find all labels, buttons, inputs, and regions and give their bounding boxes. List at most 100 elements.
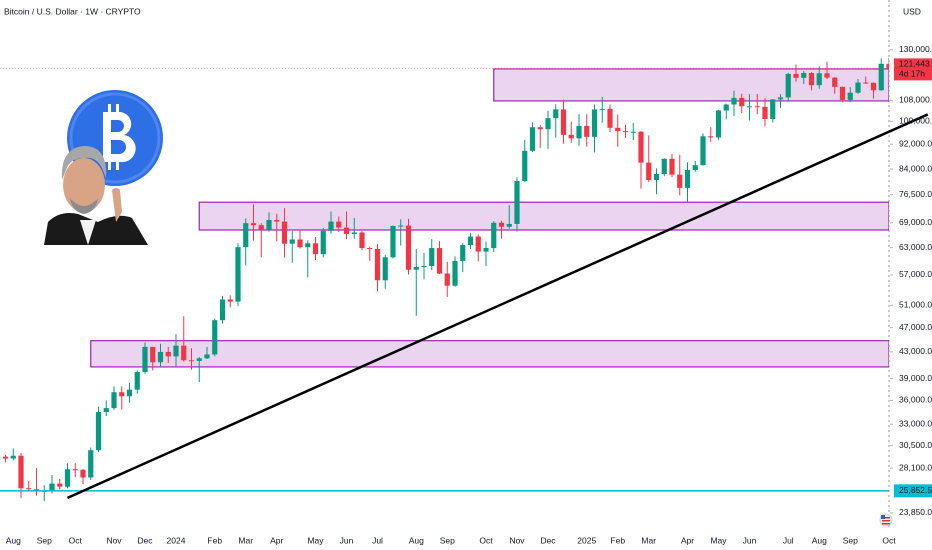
coin-symbol [116, 104, 119, 114]
candle-body [18, 455, 24, 489]
candle-body [514, 181, 520, 224]
x-tick-label: Sep [440, 535, 455, 545]
candle-body [281, 221, 288, 244]
coin-symbol [108, 104, 111, 114]
candle-body [181, 345, 187, 361]
candle-body [816, 73, 822, 86]
candle-body [390, 225, 396, 258]
y-tick-label: 43,000.00 [899, 346, 932, 356]
y-tick-label: 47,000.00 [899, 322, 932, 332]
coin-symbol [116, 160, 119, 170]
candle-body [57, 483, 63, 487]
candle-body [615, 127, 621, 132]
x-tick-label: Aug [812, 535, 827, 545]
candle-body [801, 73, 807, 78]
zone [493, 68, 889, 102]
x-tick-label: Oct [479, 535, 493, 545]
candle-body [320, 230, 326, 255]
candle-body [289, 239, 295, 244]
candle-body [855, 82, 861, 93]
candle-body [785, 73, 791, 98]
bitcoin-illustration [44, 90, 163, 245]
flag-icon [882, 517, 890, 519]
countdown-label: 4d 17h [899, 69, 925, 79]
candle-body [832, 77, 838, 87]
candle-body [243, 223, 249, 248]
candle-body [839, 86, 846, 100]
y-tick-label: 84,000.00 [899, 163, 932, 173]
candle-body [173, 345, 179, 357]
candle-body [762, 106, 768, 119]
candle-body [235, 247, 241, 302]
coin-symbol [103, 111, 136, 163]
x-tick-label: Oct [882, 535, 896, 545]
y-tick-label: 92,000.00 [899, 138, 932, 148]
candle-body [669, 158, 675, 175]
trendline [66, 113, 929, 499]
candle-body [258, 225, 264, 230]
candle-body [188, 360, 195, 362]
last-price-box [894, 58, 932, 81]
candle-body [715, 110, 722, 138]
candle-body [10, 455, 16, 459]
candle-body [506, 223, 512, 227]
candle-body [731, 97, 737, 105]
candle-body [351, 232, 357, 235]
candle-body [367, 248, 373, 250]
y-tick-label: 63,000.00 [899, 242, 932, 252]
x-tick-label: 2024 [167, 535, 186, 545]
candle-body [460, 245, 466, 261]
candle-body [754, 106, 760, 108]
candle-body [677, 174, 683, 188]
candle-body [142, 346, 148, 373]
candle-body [413, 266, 419, 270]
candle-body [80, 469, 86, 478]
candle-body [26, 488, 32, 490]
candle-body [126, 389, 133, 397]
candle-body [429, 248, 435, 266]
y-tick-label: 30,500.00 [899, 440, 932, 450]
candle-body [483, 248, 489, 252]
x-tick-label: Mar [238, 535, 253, 545]
candle-body [72, 469, 78, 471]
x-tick-label: Aug [409, 535, 424, 545]
zone [90, 340, 889, 368]
candle-body [266, 220, 272, 230]
y-tick-label: 39,000.00 [899, 373, 932, 383]
candle-body [119, 392, 125, 397]
candle-body [398, 225, 404, 227]
zone [198, 201, 889, 231]
candle-body [739, 97, 745, 107]
x-tick-label: Dec [540, 535, 556, 545]
y-tick-label: 69,000.00 [899, 217, 932, 227]
candle-body [374, 248, 381, 281]
x-tick-label: Dec [137, 535, 153, 545]
candle-body [576, 125, 582, 139]
coin-symbol [108, 160, 111, 170]
candle-body [793, 73, 799, 78]
y-tick-label: 100,000.00 [899, 116, 932, 126]
y-tick-label: 28,100.00 [899, 462, 932, 472]
candle-body [498, 222, 505, 227]
candle-body [49, 483, 55, 491]
last-price-label: 121,443.01 [899, 59, 932, 69]
candle-body [553, 109, 559, 119]
candle-body [444, 273, 450, 286]
candle-body [64, 469, 71, 487]
candle-body [134, 372, 140, 390]
candle-body [475, 236, 481, 252]
x-tick-label: Aug [6, 535, 21, 545]
x-tick-label: 2025 [577, 535, 596, 545]
flag-icon [882, 523, 890, 525]
candle-body [591, 109, 598, 137]
candle-body [529, 127, 536, 151]
candle-body [746, 106, 753, 108]
x-tick-label: Feb [207, 535, 222, 545]
candle-body [359, 232, 365, 249]
candle-body [274, 220, 280, 222]
y-tick-label: 33,000.00 [899, 418, 932, 428]
candle-body [467, 236, 474, 246]
currency-label: USD [903, 6, 921, 16]
x-tick-label: Mar [641, 535, 656, 545]
